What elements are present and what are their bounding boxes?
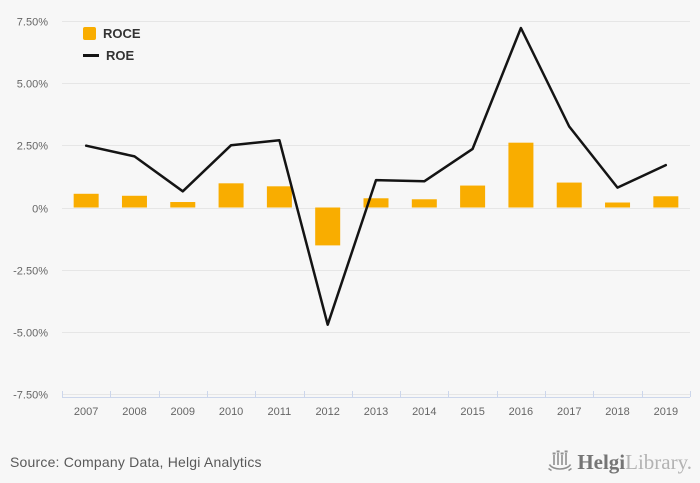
x-axis-label-2014: 2014 xyxy=(412,406,436,418)
roce-bar-2015[interactable] xyxy=(460,185,486,208)
x-axis-label-2008: 2008 xyxy=(122,406,146,418)
x-axis-label-2017: 2017 xyxy=(557,406,581,418)
roce-roe-chart: 7.50% 5.00% 2.50% 0% -2.50% -5.00% -7.50% 2007 2… xyxy=(13,17,691,418)
helgi-ship-icon xyxy=(548,450,573,471)
x-axis-label-2009: 2009 xyxy=(171,406,195,418)
legend-label-roe: ROE xyxy=(106,48,135,63)
x-axis-label-2010: 2010 xyxy=(219,406,243,418)
logo-wordmark: HelgiLibrary. xyxy=(577,450,692,474)
roce-bar-2008[interactable] xyxy=(121,195,147,208)
logo-word-library: Library. xyxy=(625,449,692,474)
roce-bar-2016[interactable] xyxy=(508,142,534,208)
roe-line[interactable] xyxy=(84,26,668,326)
logo-word-helgi: Helgi xyxy=(577,449,626,474)
helgi-library-logo[interactable]: HelgiLibrary. xyxy=(547,448,692,476)
x-axis-label-2012: 2012 xyxy=(315,406,339,418)
x-axis-label-2013: 2013 xyxy=(364,406,388,418)
roce-bar-2012[interactable] xyxy=(315,207,341,246)
legend-item-roce[interactable]: ROCE xyxy=(83,26,141,41)
roce-swatch-icon xyxy=(83,27,96,40)
roce-bar-2017[interactable] xyxy=(556,182,582,208)
roce-bar-2013[interactable] xyxy=(363,198,389,208)
legend-label-roce: ROCE xyxy=(103,26,141,41)
y-axis-label: 0% xyxy=(32,204,48,216)
x-axis-label-2016: 2016 xyxy=(509,406,533,418)
chart-legend: ROCE ROE xyxy=(83,26,141,63)
x-axis-label-2015: 2015 xyxy=(460,406,484,418)
roce-bar-2019[interactable] xyxy=(653,196,679,208)
roce-bar-2014[interactable] xyxy=(411,199,437,208)
y-axis-label: 2.50% xyxy=(17,141,48,153)
y-axis-label: 5.00% xyxy=(17,79,48,91)
y-axis-label: -5.00% xyxy=(13,328,48,340)
y-axis-label: -2.50% xyxy=(13,266,48,278)
y-axis-label: 7.50% xyxy=(17,17,48,29)
roce-bar-2007[interactable] xyxy=(73,193,99,208)
x-axis-label-2011: 2011 xyxy=(268,406,292,418)
source-text: Source: Company Data, Helgi Analytics xyxy=(10,453,262,470)
chart-footer: Source: Company Data, Helgi Analytics xyxy=(0,440,700,483)
roce-bar-2009[interactable] xyxy=(170,202,196,208)
roce-bar-2010[interactable] xyxy=(218,183,244,208)
x-axis-label-2019: 2019 xyxy=(654,406,678,418)
roe-swatch-icon xyxy=(83,54,99,57)
x-axis-label-2007: 2007 xyxy=(74,406,98,418)
x-axis-label-2018: 2018 xyxy=(605,406,629,418)
legend-item-roe[interactable]: ROE xyxy=(83,48,141,63)
roce-bar-2018[interactable] xyxy=(605,202,631,208)
roce-bar-2011[interactable] xyxy=(266,186,292,208)
y-axis-label: -7.50% xyxy=(13,390,48,402)
